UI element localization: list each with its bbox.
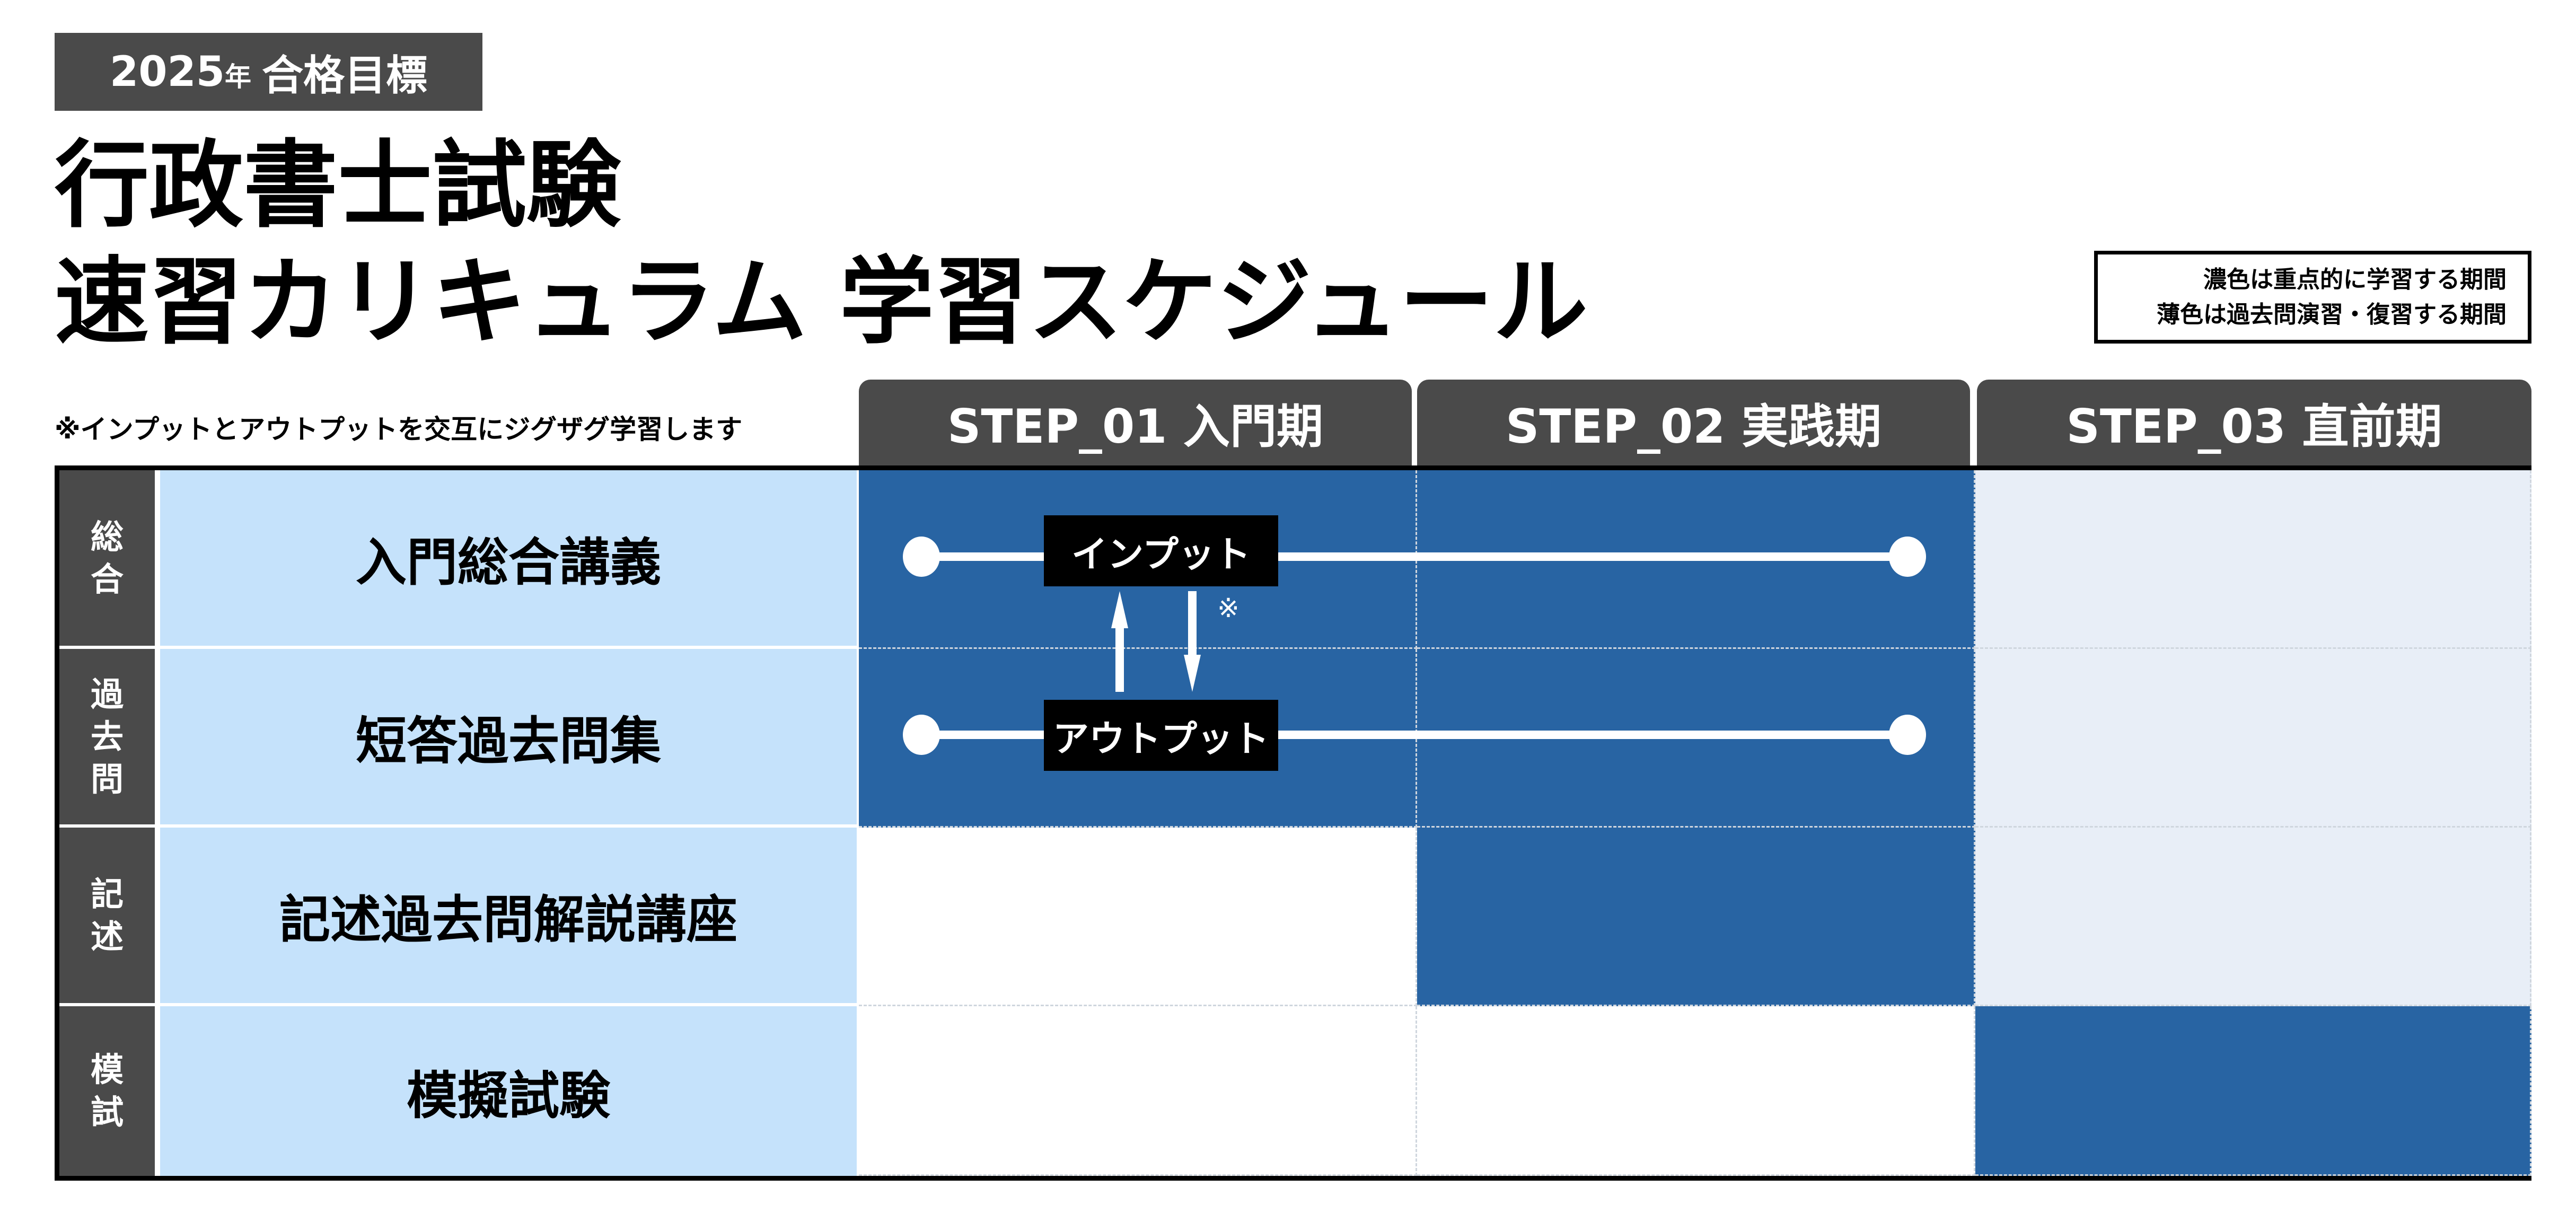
schedule-cell-step3	[1975, 470, 2531, 649]
category-char: 総	[90, 517, 124, 556]
schedule-cell-step1	[859, 1006, 1417, 1176]
color-legend: 濃色は重点的に学習する期間 薄色は過去問演習・復習する期間	[2094, 251, 2531, 344]
category-char: 記	[90, 874, 124, 913]
step-header-2: STEP_02 実践期	[1417, 380, 1970, 465]
course-label: 入門総合講義	[160, 470, 857, 646]
category-char: 合	[90, 559, 124, 599]
arrow-down-icon	[1184, 591, 1201, 692]
row-category: 総合	[59, 470, 155, 646]
schedule-cell-step2	[1417, 828, 1975, 1006]
step-header-1: STEP_01 入門期	[859, 380, 1412, 465]
schedule-cell-step3	[1975, 828, 2531, 1006]
legend-light: 薄色は過去問演習・復習する期間	[2157, 301, 2507, 328]
output-tag: アウトプット	[1044, 700, 1278, 771]
schedule-cell-step3	[1975, 1006, 2531, 1176]
output-end-dot	[1889, 715, 1926, 755]
row-category: 過去問	[59, 649, 155, 824]
schedule-cell-step3	[1975, 649, 2531, 828]
row-category: 模試	[59, 1006, 155, 1176]
arrow-up-icon	[1111, 591, 1201, 692]
category-char: 述	[90, 917, 124, 956]
year-suffix: 年	[225, 61, 252, 92]
input-start-dot	[903, 537, 940, 577]
category-char: 試	[90, 1093, 124, 1131]
category-char: 問	[90, 759, 124, 798]
course-label: 記述過去問解説講座	[160, 828, 857, 1003]
schedule-cell-step2	[1417, 1006, 1975, 1176]
input-end-dot	[1889, 537, 1926, 577]
course-label: 模擬試験	[160, 1006, 857, 1176]
page-title-line2: 速習カリキュラム 学習スケジュール	[55, 247, 1588, 357]
output-start-dot	[903, 715, 940, 755]
input-tag: インプット	[1044, 515, 1278, 586]
target-year-badge: 2025年 合格目標	[55, 33, 482, 111]
page-title-line1: 行政書士試験	[55, 130, 621, 240]
category-char: 模	[90, 1050, 124, 1089]
step-header-3: STEP_03 直前期	[1977, 380, 2531, 465]
category-char: 去	[90, 717, 124, 756]
note-mark: ※	[1217, 593, 1239, 623]
course-label: 短答過去問集	[160, 649, 857, 824]
legend-dark: 濃色は重点的に学習する期間	[2203, 266, 2507, 293]
category-char: 過	[90, 674, 124, 714]
zigzag-note: ※インプットとアウトプットを交互にジグザグ学習します	[55, 414, 743, 445]
goal-label: 合格目標	[262, 51, 428, 100]
year: 2025	[109, 48, 225, 96]
schedule-table: 総合入門総合講義過去問短答過去問集記述記述過去問解説講座模試模擬試験	[55, 465, 2531, 1181]
row-category: 記述	[59, 828, 155, 1003]
schedule-cell-step1	[859, 828, 1417, 1006]
